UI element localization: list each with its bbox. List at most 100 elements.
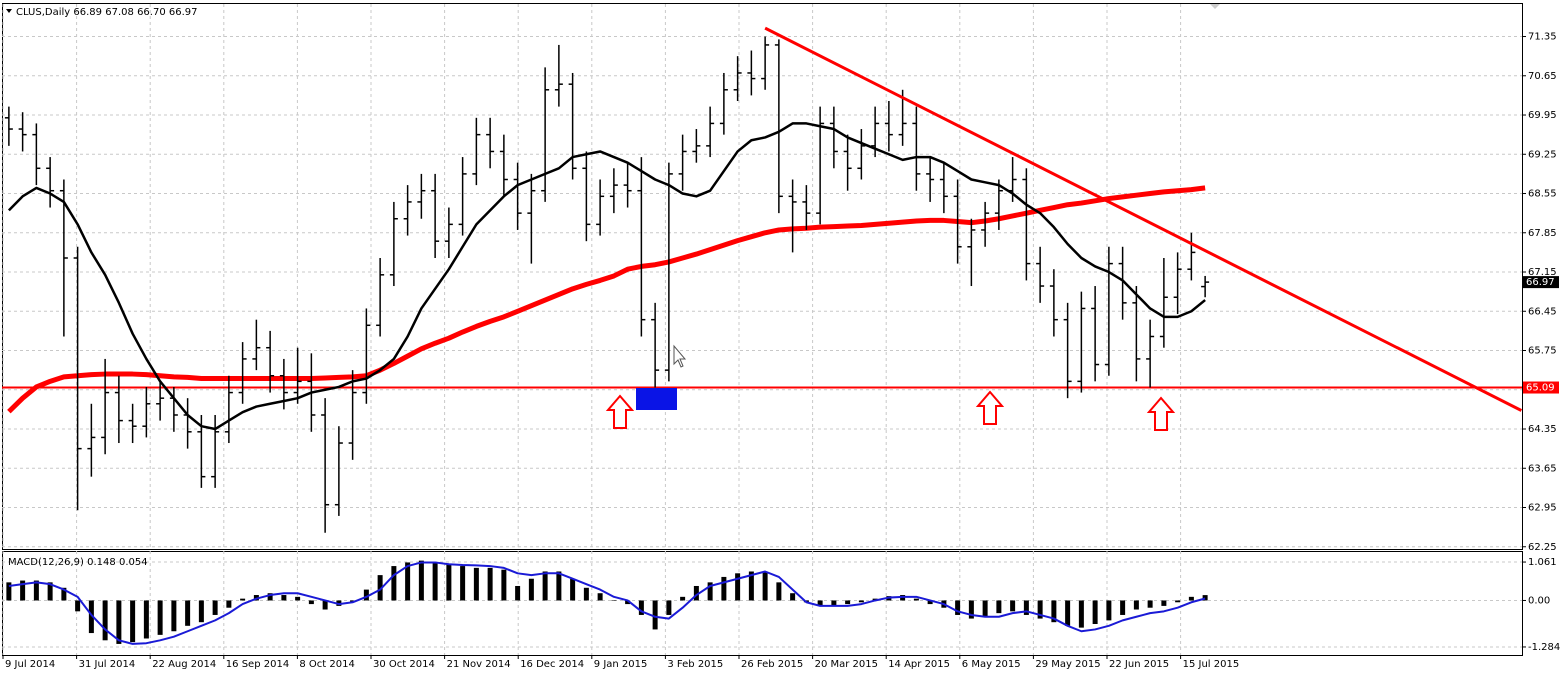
macd-bar <box>996 600 1002 614</box>
y-tick-label: 64.35 <box>1528 424 1557 435</box>
macd-bar <box>171 600 177 632</box>
shift-marker <box>1210 4 1220 9</box>
x-tick-label: 21 Nov 2014 <box>447 659 511 670</box>
arrow-up <box>975 390 1005 425</box>
macd-bar <box>831 600 837 606</box>
support-tag-bg <box>1523 381 1559 394</box>
signal-value: 0.054 <box>119 557 148 568</box>
macd-bar <box>405 562 411 601</box>
moving-average <box>7 185 1206 414</box>
x-tick-label: 15 Jul 2015 <box>1183 659 1240 670</box>
arrow-up <box>605 394 635 429</box>
macd-bar <box>212 600 218 615</box>
macd-bar <box>1161 600 1167 606</box>
macd-bar <box>1065 600 1071 626</box>
y-tick-label: 67.15 <box>1528 267 1557 278</box>
x-tick-label: 9 Jan 2015 <box>594 659 648 670</box>
macd-bar <box>790 593 796 601</box>
macd-bar <box>776 582 782 601</box>
support-tag: 65.09 <box>1526 383 1555 394</box>
macd-bar <box>240 598 246 601</box>
macd-bar <box>638 600 644 615</box>
macd-bar <box>1188 596 1194 601</box>
y-tick-label: 70.65 <box>1528 71 1557 82</box>
close-label: 66.97 <box>169 7 198 18</box>
macd-bar <box>322 600 328 610</box>
macd-bar <box>1120 600 1126 615</box>
macd-bar <box>143 600 149 639</box>
macd-bar <box>542 571 548 601</box>
macd-bar <box>528 578 534 601</box>
macd-bar <box>157 600 163 635</box>
macd-bar <box>6 582 12 601</box>
macd-bar <box>968 600 974 619</box>
macd-bar <box>102 600 108 641</box>
macd-bar <box>185 600 191 626</box>
price-header: CLUS,Daily 66.89 67.08 66.70 66.97 <box>16 7 198 18</box>
y-tick-label: 68.55 <box>1528 189 1557 200</box>
macd-bar <box>295 596 301 601</box>
macd-bar <box>1010 600 1016 612</box>
macd-panel <box>2 551 1523 656</box>
macd-bar <box>198 600 204 623</box>
macd-bar <box>473 567 479 601</box>
macd-bar <box>583 587 589 601</box>
arrow-up <box>1146 396 1176 431</box>
x-tick-label: 20 Mar 2015 <box>815 659 878 670</box>
y-tick-label: 66.45 <box>1528 306 1557 317</box>
macd-bar <box>748 571 754 601</box>
macd-bar <box>762 571 768 601</box>
macd-value: 0.148 <box>87 557 116 568</box>
annotations <box>6 4 1220 431</box>
price-tag-bg <box>1523 276 1559 289</box>
macd-bar <box>955 600 961 615</box>
macd-bar <box>982 600 988 617</box>
y-tick-label: 0.00 <box>1528 595 1550 606</box>
y-tick-label: 62.95 <box>1528 503 1557 514</box>
macd-bar <box>33 580 39 601</box>
macd-header: MACD(12,26,9) 0.148 0.054 <box>8 557 148 568</box>
macd-bar <box>913 598 919 601</box>
macd-bar <box>1078 600 1084 628</box>
x-tick-label: 14 Apr 2015 <box>888 659 950 670</box>
x-tick-label: 16 Sep 2014 <box>226 659 289 670</box>
y-tick-label: 62.25 <box>1528 542 1557 553</box>
macd-bar <box>75 600 81 612</box>
macd-bar <box>515 585 521 601</box>
open-label: 66.89 <box>73 7 102 18</box>
macd-bar <box>88 600 94 634</box>
y-tick-label: 65.75 <box>1528 346 1557 357</box>
macd-bar <box>1023 600 1029 615</box>
macd-bar <box>281 595 287 601</box>
macd-bar <box>735 573 741 601</box>
y-tick-label: -1.284 <box>1528 642 1560 653</box>
macd-bar <box>308 600 314 605</box>
x-tick-label: 29 May 2015 <box>1035 659 1100 670</box>
macd-bar <box>927 600 933 605</box>
macd-bar <box>1092 600 1098 625</box>
macd-bar <box>391 566 397 601</box>
macd-title: MACD(12,26,9) <box>8 557 84 568</box>
macd-bar <box>652 600 658 630</box>
moving-average <box>7 122 1206 431</box>
y-tick-label: 69.95 <box>1528 110 1557 121</box>
macd-bar <box>501 569 507 601</box>
highlight-box <box>636 388 677 410</box>
menu-triangle <box>6 9 12 13</box>
macd-bar <box>1147 600 1153 608</box>
x-tick-label: 3 Feb 2015 <box>667 659 723 670</box>
low-label: 66.70 <box>137 7 166 18</box>
y-tick-label: 67.85 <box>1528 228 1557 239</box>
x-tick-label: 22 Aug 2014 <box>152 659 216 670</box>
signal-line <box>8 561 1206 645</box>
symbol: CLUS,Daily <box>16 7 70 18</box>
price-tag: 66.97 <box>1526 277 1555 288</box>
macd-bar <box>1106 600 1112 621</box>
x-tick-label: 30 Oct 2014 <box>373 659 435 670</box>
macd-bar <box>130 600 136 643</box>
macd-bar <box>377 575 383 601</box>
macd-bar <box>267 593 273 601</box>
macd-bar <box>707 582 713 601</box>
y-tick-label: 1.061 <box>1528 557 1557 568</box>
